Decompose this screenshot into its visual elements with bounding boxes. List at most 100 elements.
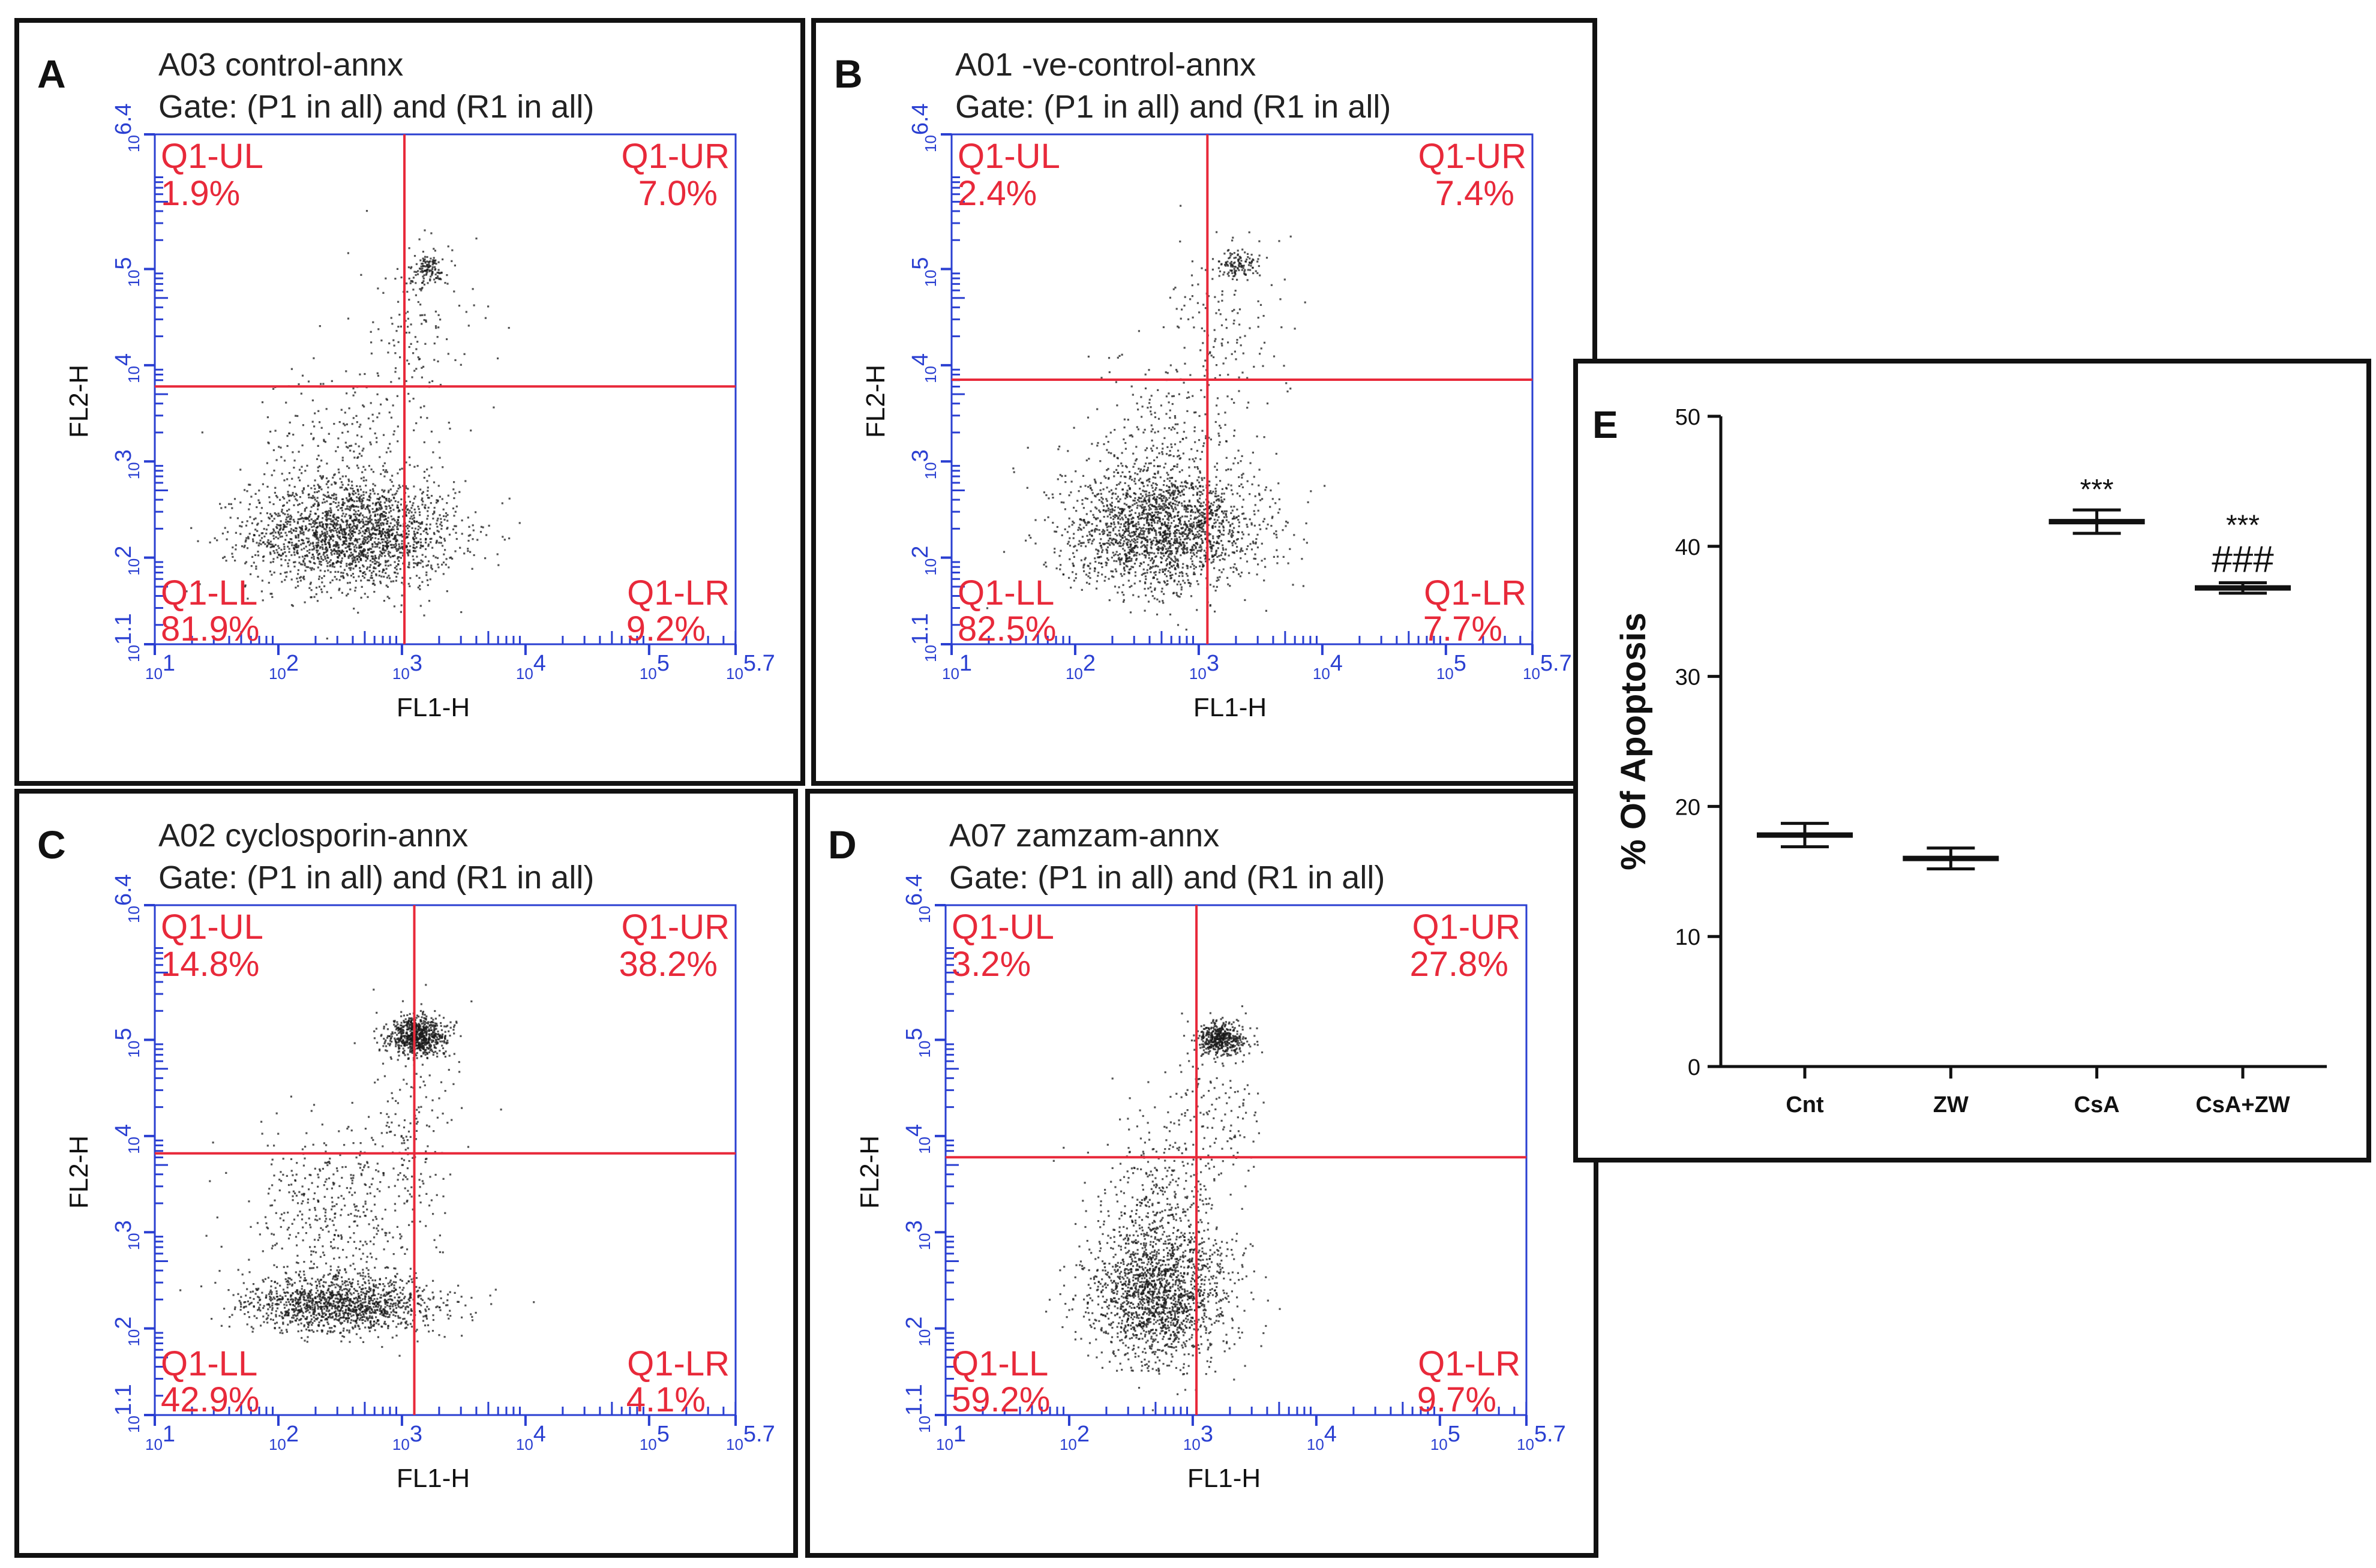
event-dot — [327, 512, 329, 515]
event-dot — [352, 504, 355, 507]
event-dot — [331, 520, 334, 523]
event-dot — [317, 558, 320, 560]
event-dot — [1108, 542, 1110, 545]
event-dot — [1214, 590, 1217, 592]
event-dot — [272, 558, 275, 560]
event-dot — [1252, 542, 1255, 545]
event-dot — [1196, 509, 1199, 511]
event-dot — [1127, 579, 1130, 582]
event-dot — [1179, 519, 1181, 521]
event-dot — [343, 577, 345, 579]
event-dot — [1230, 264, 1232, 266]
event-dot — [370, 331, 372, 333]
event-dot — [355, 496, 358, 498]
event-dot — [1135, 559, 1138, 561]
event-dot — [1100, 555, 1102, 558]
event-dot — [1075, 470, 1077, 473]
event-dot — [410, 515, 413, 518]
event-dot — [407, 392, 410, 395]
event-dot — [1217, 267, 1220, 269]
event-dot — [1196, 521, 1198, 524]
event-dot — [326, 530, 328, 533]
event-dot — [1154, 565, 1157, 567]
event-dot — [1125, 561, 1127, 563]
event-dot — [297, 534, 299, 536]
event-dot — [310, 523, 312, 525]
event-dot — [1215, 476, 1217, 478]
event-dot — [454, 492, 457, 494]
event-dot — [1190, 595, 1193, 597]
event-dot — [351, 484, 353, 486]
event-dot — [1164, 530, 1166, 532]
event-dot — [1174, 480, 1177, 482]
event-dot — [1128, 569, 1130, 571]
event-dot — [1226, 273, 1229, 275]
event-dot — [1144, 546, 1147, 548]
event-dot — [338, 587, 341, 590]
event-dot — [1121, 516, 1123, 519]
event-dot — [1153, 513, 1156, 516]
event-dot — [365, 523, 367, 526]
event-dot — [1183, 500, 1186, 503]
event-dot — [329, 537, 332, 540]
event-dot — [352, 525, 354, 528]
event-dot — [417, 540, 419, 543]
event-dot — [301, 532, 304, 534]
event-dot — [1120, 573, 1122, 575]
event-dot — [1115, 570, 1118, 573]
event-dot — [315, 593, 317, 596]
event-dot — [265, 532, 268, 535]
event-dot — [316, 549, 318, 552]
event-dot — [1213, 554, 1216, 557]
event-dot — [388, 532, 390, 534]
event-dot — [1118, 514, 1121, 517]
event-dot — [1157, 472, 1159, 474]
event-dot — [352, 504, 354, 506]
event-dot — [1184, 481, 1186, 483]
event-dot — [307, 380, 310, 383]
event-dot — [331, 494, 334, 497]
event-dot — [401, 540, 403, 542]
event-dot — [385, 561, 387, 564]
event-dot — [1216, 519, 1219, 521]
event-dot — [426, 579, 428, 581]
event-dot — [1203, 509, 1205, 511]
event-dot — [1091, 492, 1094, 494]
event-dot — [1222, 558, 1224, 560]
event-dot — [1153, 496, 1156, 498]
event-dot — [288, 472, 291, 474]
event-dot — [1187, 391, 1189, 393]
event-dot — [1228, 554, 1230, 557]
event-dot — [370, 522, 373, 525]
event-dot — [1168, 527, 1170, 530]
event-dot — [370, 468, 373, 471]
event-dot — [334, 549, 336, 551]
event-dot — [1141, 533, 1143, 536]
event-dot — [370, 534, 372, 537]
event-dot — [341, 498, 344, 500]
event-dot — [345, 497, 348, 500]
event-dot — [334, 501, 337, 504]
event-dot — [1169, 542, 1171, 545]
event-dot — [1292, 584, 1294, 586]
event-dot — [322, 476, 324, 479]
event-dot — [422, 262, 424, 265]
event-dot — [1208, 484, 1211, 486]
event-dot — [346, 505, 349, 507]
event-dot — [355, 587, 357, 589]
event-dot — [1133, 531, 1136, 534]
event-dot — [340, 575, 343, 578]
event-dot — [1176, 583, 1178, 585]
event-dot — [1229, 585, 1231, 587]
event-dot — [1139, 536, 1142, 539]
event-dot — [1123, 566, 1126, 569]
event-dot — [411, 504, 414, 507]
event-dot — [395, 548, 398, 550]
event-dot — [399, 568, 401, 570]
event-dot — [280, 520, 282, 522]
event-dot — [385, 512, 387, 514]
event-dot — [1210, 550, 1213, 552]
event-dot — [405, 525, 407, 527]
event-dot — [1209, 512, 1211, 515]
x-tick-exp: 3 — [410, 651, 422, 676]
